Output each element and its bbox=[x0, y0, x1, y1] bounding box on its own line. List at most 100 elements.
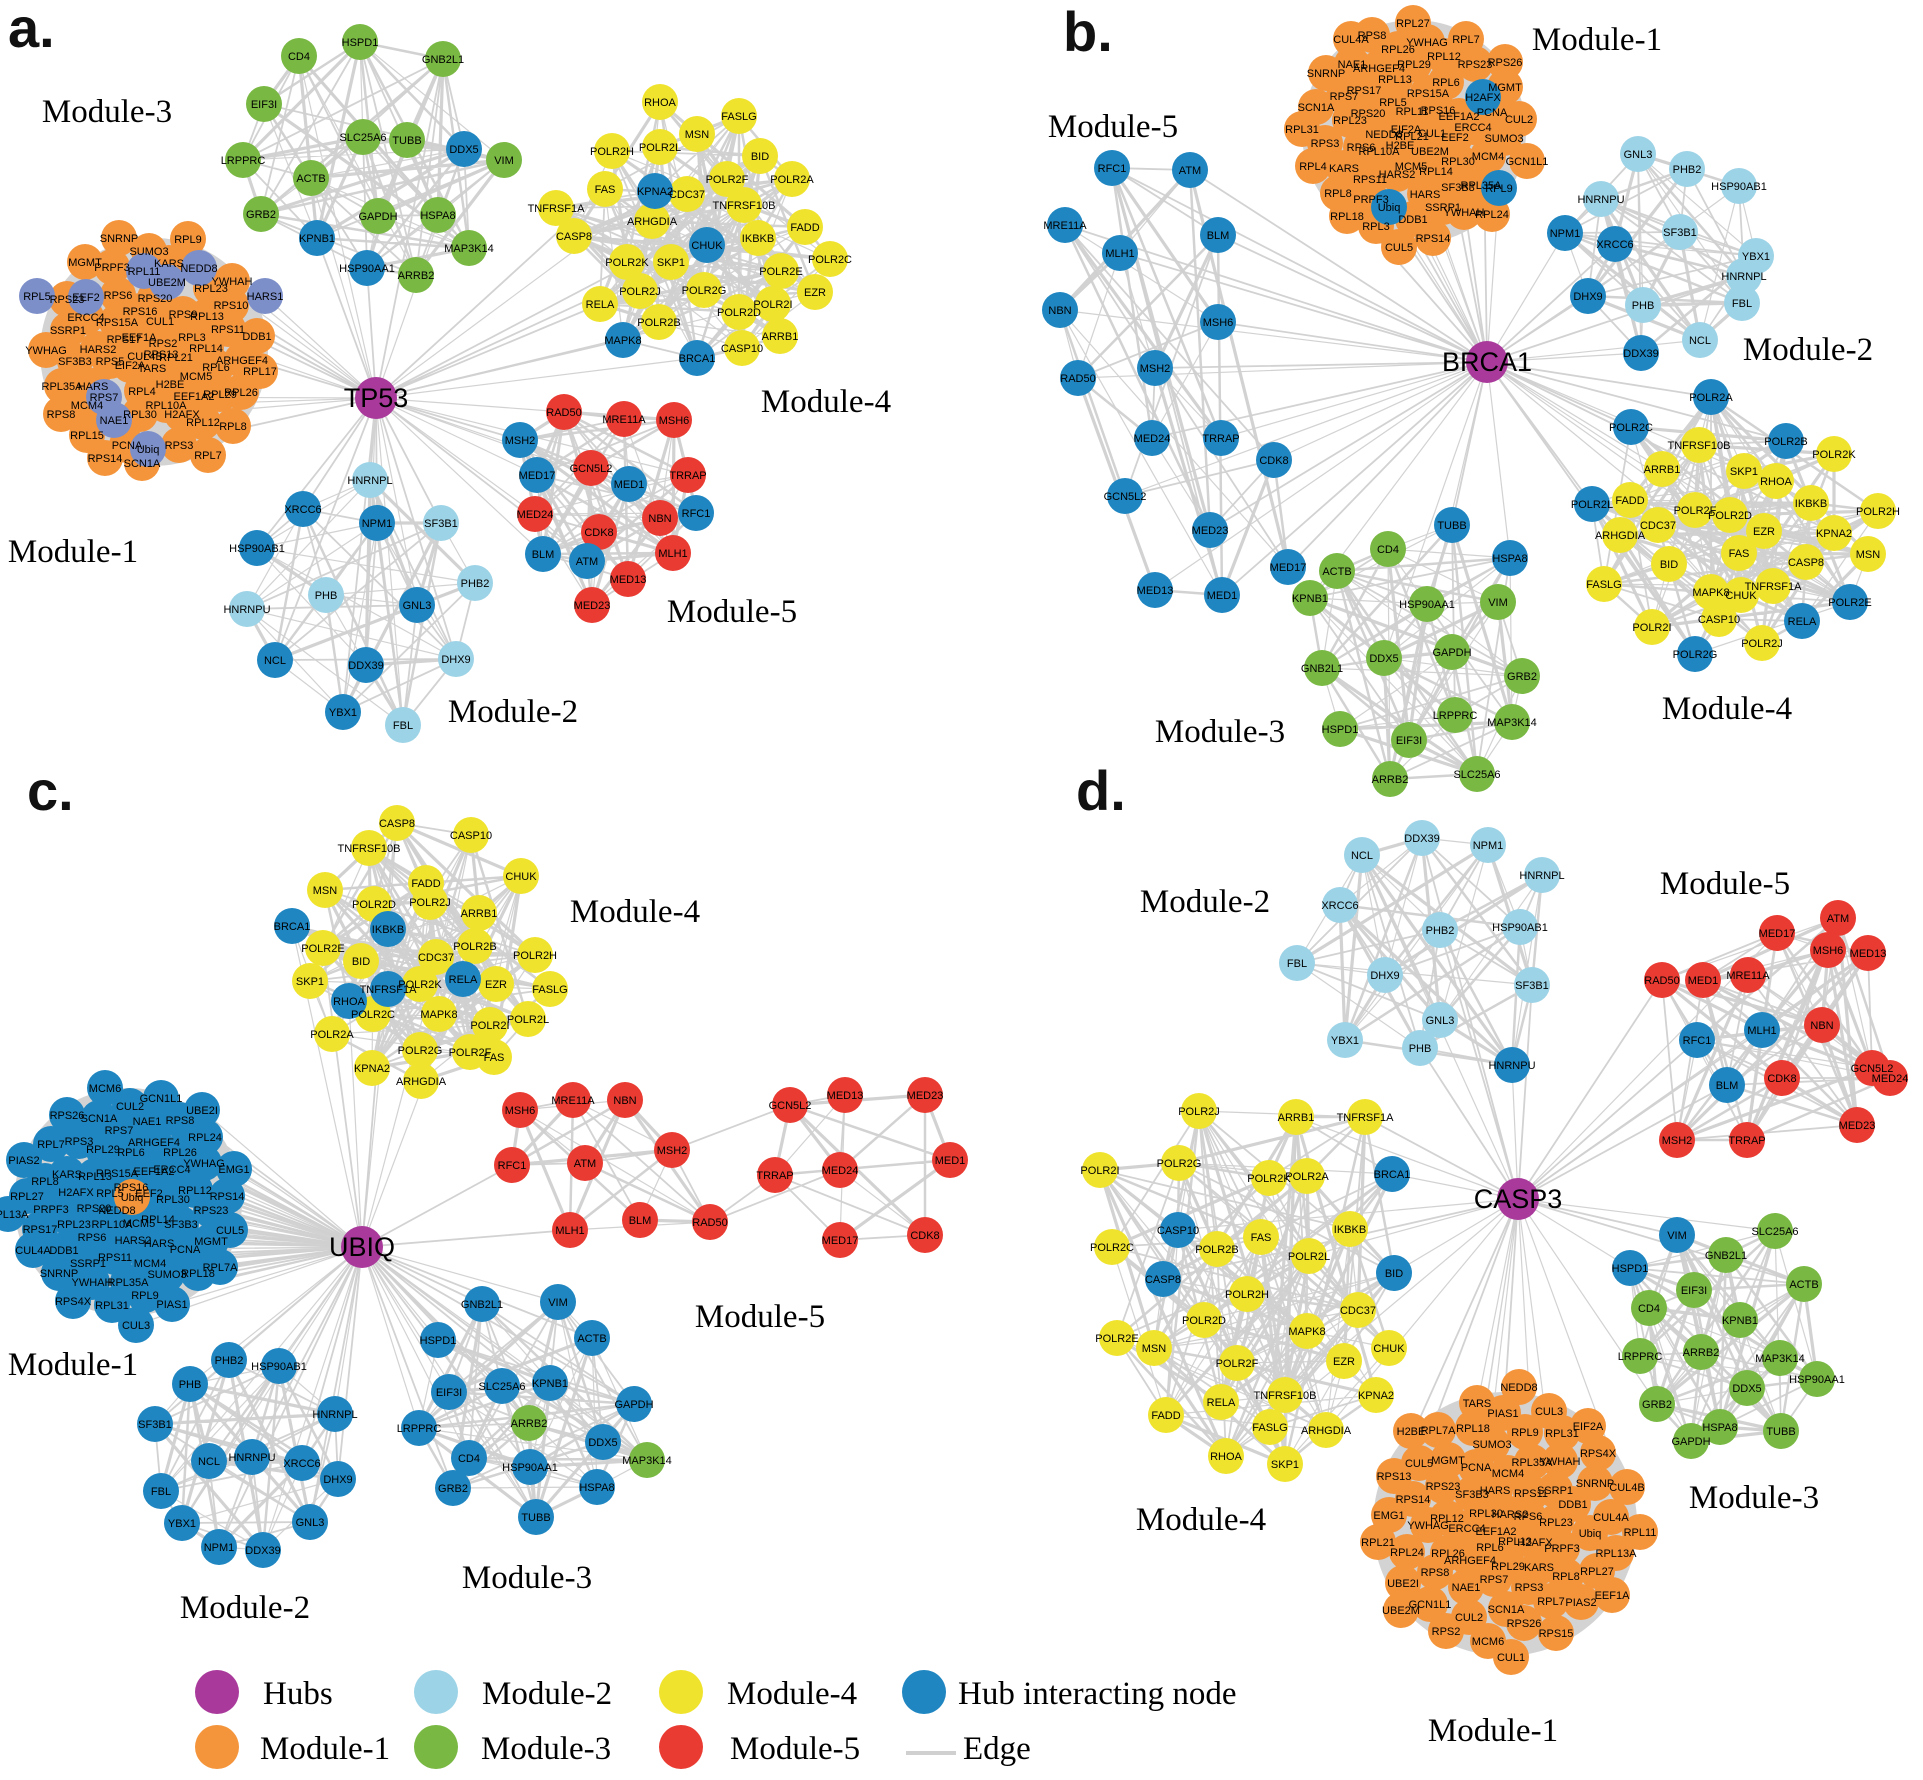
svg-text:NPM1: NPM1 bbox=[204, 1542, 235, 1554]
svg-text:RPL29: RPL29 bbox=[86, 1144, 120, 1156]
svg-text:NPM1: NPM1 bbox=[1473, 840, 1504, 852]
svg-text:ARHGEF4: ARHGEF4 bbox=[1444, 1555, 1496, 1567]
svg-text:Module-3: Module-3 bbox=[42, 94, 172, 130]
svg-text:RFC1: RFC1 bbox=[1683, 1035, 1712, 1047]
svg-text:POLR2F: POLR2F bbox=[706, 174, 749, 186]
svg-text:RPS8: RPS8 bbox=[166, 1115, 195, 1127]
svg-text:H2BE: H2BE bbox=[1397, 1426, 1426, 1438]
svg-text:POLR2K: POLR2K bbox=[398, 979, 442, 991]
svg-text:ERCC4: ERCC4 bbox=[1448, 1523, 1485, 1535]
svg-text:POLR2B: POLR2B bbox=[1195, 1244, 1238, 1256]
svg-text:CHUK: CHUK bbox=[1725, 590, 1757, 602]
svg-text:CD4: CD4 bbox=[1638, 1303, 1660, 1315]
svg-text:BID: BID bbox=[1660, 559, 1678, 571]
svg-text:SUMO3: SUMO3 bbox=[129, 246, 168, 258]
svg-text:ARRB2: ARRB2 bbox=[1372, 774, 1409, 786]
svg-text:RPL10A: RPL10A bbox=[146, 400, 188, 412]
svg-text:RPS20: RPS20 bbox=[138, 293, 173, 305]
svg-text:GRB2: GRB2 bbox=[1642, 1399, 1672, 1411]
svg-text:MED24: MED24 bbox=[822, 1165, 859, 1177]
svg-text:Ubiq: Ubiq bbox=[137, 444, 160, 456]
svg-text:BLM: BLM bbox=[629, 1215, 652, 1227]
svg-text:HSP90AA1: HSP90AA1 bbox=[1399, 599, 1455, 611]
svg-text:BRCA1: BRCA1 bbox=[1374, 1169, 1411, 1181]
svg-text:PCNA: PCNA bbox=[112, 440, 143, 452]
svg-text:POLR2J: POLR2J bbox=[409, 897, 451, 909]
svg-text:ATM: ATM bbox=[574, 1158, 596, 1170]
svg-text:GCN5L2: GCN5L2 bbox=[570, 463, 613, 475]
svg-text:RPL24: RPL24 bbox=[188, 1132, 222, 1144]
svg-text:FBL: FBL bbox=[1732, 298, 1752, 310]
svg-text:TUBB: TUBB bbox=[392, 135, 421, 147]
svg-text:ARHGEF4: ARHGEF4 bbox=[216, 355, 268, 367]
svg-text:RPL15: RPL15 bbox=[70, 430, 104, 442]
svg-text:Module-4: Module-4 bbox=[570, 894, 700, 930]
svg-text:RPL13A: RPL13A bbox=[0, 1209, 29, 1221]
svg-text:TNFRSF1A: TNFRSF1A bbox=[1745, 581, 1803, 593]
svg-text:Module-3: Module-3 bbox=[1155, 714, 1285, 750]
svg-text:POLR2H: POLR2H bbox=[590, 146, 634, 158]
svg-text:MAPK8: MAPK8 bbox=[420, 1009, 457, 1021]
svg-text:RELA: RELA bbox=[586, 299, 615, 311]
svg-text:RELA: RELA bbox=[1207, 1397, 1236, 1409]
svg-text:HNRNPL: HNRNPL bbox=[1519, 870, 1564, 882]
svg-text:POLR2K: POLR2K bbox=[1812, 449, 1856, 461]
svg-text:SCN1A: SCN1A bbox=[81, 1113, 118, 1125]
svg-text:Module-5: Module-5 bbox=[1048, 109, 1178, 145]
svg-text:EEF1A2: EEF1A2 bbox=[174, 391, 215, 403]
svg-text:HARS2: HARS2 bbox=[80, 344, 117, 356]
svg-text:RPS4X: RPS4X bbox=[1580, 1448, 1617, 1460]
svg-text:RPL27: RPL27 bbox=[10, 1191, 44, 1203]
svg-text:EMG1: EMG1 bbox=[218, 1164, 249, 1176]
svg-text:RPL17: RPL17 bbox=[243, 366, 277, 378]
svg-text:POLR2D: POLR2D bbox=[1182, 1315, 1226, 1327]
svg-text:GAPDH: GAPDH bbox=[614, 1399, 653, 1411]
svg-text:CASP10: CASP10 bbox=[450, 830, 492, 842]
svg-text:RPL30: RPL30 bbox=[1469, 1508, 1503, 1520]
svg-text:FASLG: FASLG bbox=[532, 984, 567, 996]
svg-text:RPS15A: RPS15A bbox=[96, 317, 139, 329]
svg-text:RPS5: RPS5 bbox=[96, 356, 125, 368]
svg-text:NAE1: NAE1 bbox=[1452, 1582, 1481, 1594]
svg-text:HSPA8: HSPA8 bbox=[1702, 1422, 1737, 1434]
svg-text:HARS: HARS bbox=[144, 1238, 175, 1250]
svg-text:PHB2: PHB2 bbox=[1426, 925, 1455, 937]
svg-text:KPNA2: KPNA2 bbox=[1816, 528, 1852, 540]
svg-text:HSPD1: HSPD1 bbox=[420, 1335, 457, 1347]
svg-text:MED23: MED23 bbox=[907, 1090, 944, 1102]
svg-text:POLR2A: POLR2A bbox=[310, 1029, 354, 1041]
svg-text:CUL3: CUL3 bbox=[1535, 1406, 1563, 1418]
svg-text:RPL13: RPL13 bbox=[78, 1171, 112, 1183]
svg-text:Module-3: Module-3 bbox=[1689, 1480, 1819, 1516]
svg-text:RHOA: RHOA bbox=[1210, 1451, 1242, 1463]
svg-text:TARS: TARS bbox=[1463, 1398, 1492, 1410]
svg-text:RPL3: RPL3 bbox=[1362, 221, 1390, 233]
svg-text:HSPD1: HSPD1 bbox=[1612, 1263, 1649, 1275]
svg-text:RPS26: RPS26 bbox=[1488, 57, 1523, 69]
svg-text:RPS2: RPS2 bbox=[149, 338, 178, 350]
svg-text:EEF1A2: EEF1A2 bbox=[1476, 1526, 1517, 1538]
svg-text:DHX9: DHX9 bbox=[323, 1474, 352, 1486]
svg-text:ACTB: ACTB bbox=[296, 173, 325, 185]
svg-text:RPL7: RPL7 bbox=[1452, 34, 1480, 46]
svg-text:UBIQ: UBIQ bbox=[329, 1232, 395, 1262]
svg-text:MCM5: MCM5 bbox=[123, 1218, 155, 1230]
svg-text:PHB: PHB bbox=[315, 590, 338, 602]
svg-text:RPL11: RPL11 bbox=[1624, 1527, 1657, 1539]
svg-text:POLR2B: POLR2B bbox=[1764, 436, 1807, 448]
svg-text:RPL7A: RPL7A bbox=[1421, 1425, 1457, 1437]
svg-text:SKP1: SKP1 bbox=[657, 257, 685, 269]
svg-text:MSH2: MSH2 bbox=[657, 1145, 688, 1157]
svg-text:HSP90AB1: HSP90AB1 bbox=[251, 1361, 307, 1373]
svg-text:HSP90AB1: HSP90AB1 bbox=[1711, 181, 1767, 193]
svg-text:BID: BID bbox=[1385, 1268, 1403, 1280]
svg-text:NEDD8: NEDD8 bbox=[1500, 1382, 1537, 1394]
svg-text:BRCA1: BRCA1 bbox=[1442, 347, 1532, 377]
svg-text:RPS15A: RPS15A bbox=[96, 1168, 139, 1180]
svg-text:CUL1: CUL1 bbox=[1418, 128, 1446, 140]
svg-text:EZR: EZR bbox=[1753, 526, 1775, 538]
svg-text:RPL18: RPL18 bbox=[1330, 211, 1364, 223]
svg-text:RPL31: RPL31 bbox=[95, 1300, 129, 1312]
svg-text:GAPDH: GAPDH bbox=[358, 211, 397, 223]
svg-text:SNRNP: SNRNP bbox=[1576, 1478, 1615, 1490]
